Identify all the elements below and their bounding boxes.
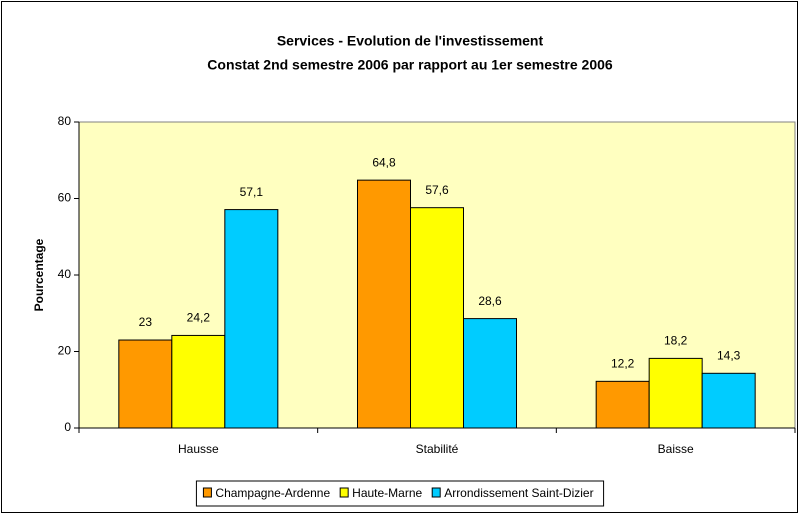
data-label: 64,8	[372, 155, 396, 169]
x-tick-label: Hausse	[178, 442, 219, 456]
bar	[224, 209, 279, 429]
y-tick-label: 40	[58, 267, 72, 281]
bar	[701, 372, 756, 429]
data-label: 23	[139, 315, 153, 329]
x-tick-label: Baisse	[658, 442, 694, 456]
bar	[410, 207, 464, 429]
data-label: 57,1	[240, 185, 264, 199]
y-tick-label: 80	[58, 114, 72, 128]
y-tick-label: 20	[58, 344, 72, 358]
data-label: 57,6	[425, 183, 449, 197]
x-tick-label: Stabilité	[416, 442, 459, 456]
data-label: 28,6	[478, 294, 502, 308]
chart-title: Services - Evolution de l'investissement	[277, 33, 544, 49]
chart-subtitle: Constat 2nd semestre 2006 par rapport au…	[207, 57, 613, 73]
legend-label: Champagne-Ardenne	[215, 486, 330, 500]
bar	[357, 179, 411, 429]
bar	[595, 380, 650, 429]
y-tick-label: 0	[64, 420, 71, 434]
data-label: 14,3	[717, 348, 741, 362]
data-label: 12,2	[611, 357, 635, 371]
legend-box	[195, 480, 605, 507]
bar	[648, 357, 703, 429]
legend-swatch	[339, 487, 349, 498]
bar	[171, 334, 226, 429]
data-label: 24,2	[187, 311, 211, 325]
legend-label: Haute-Marne	[352, 486, 422, 500]
legend-swatch	[431, 487, 441, 498]
legend-swatch	[202, 487, 212, 498]
bar	[463, 318, 517, 429]
y-axis-label: Pourcentage	[32, 238, 46, 311]
y-tick-label: 60	[58, 191, 72, 205]
legend-label: Arrondissement Saint-Dizier	[444, 486, 593, 500]
data-label: 18,2	[664, 334, 688, 348]
bar	[118, 339, 173, 429]
